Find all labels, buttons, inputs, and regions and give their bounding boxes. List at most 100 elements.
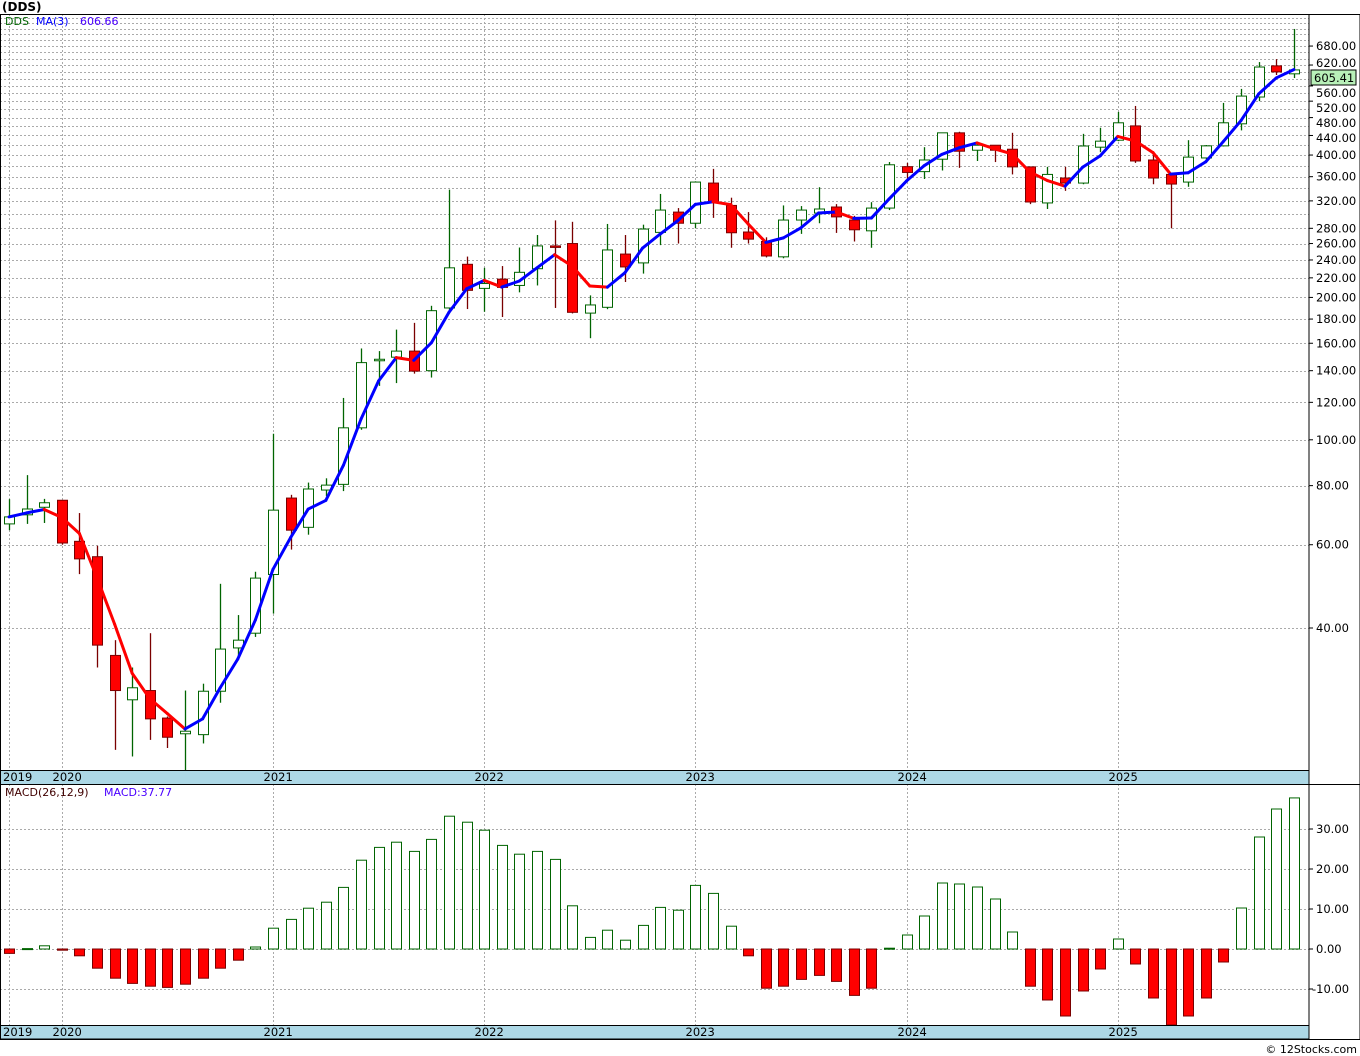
ma-segment — [77, 532, 99, 580]
ma-segment — [1133, 139, 1155, 155]
ma-segment — [817, 210, 838, 215]
year-label-2024: 2024 — [898, 1025, 927, 1039]
ma-segment — [1116, 134, 1137, 143]
price-tick-label: 80.00 — [1316, 479, 1349, 493]
ma-segment — [359, 379, 381, 421]
year-labels: 2019 2019 2020 2020 2021 2021 2022 2022 2023 2023… — [3, 770, 1138, 1039]
ma-segment — [482, 278, 504, 289]
macd-bar-negative — [814, 948, 825, 976]
ma-segment — [658, 219, 680, 236]
macd-bar-negative — [1095, 948, 1106, 970]
macd-legend-label: MACD(26,12,9) — [5, 786, 89, 799]
candle-down — [849, 219, 860, 231]
ma-segment — [1098, 134, 1120, 158]
candle-up — [655, 209, 666, 233]
macd-bar-negative — [1042, 948, 1053, 1001]
macd-bar-positive — [1007, 931, 1018, 950]
ma-segment — [165, 712, 187, 731]
ma-segment — [1257, 76, 1278, 96]
macd-bar-negative — [831, 948, 842, 982]
macd-bar-positive — [514, 853, 525, 950]
ma-segment — [394, 356, 416, 362]
ma-segment — [377, 356, 398, 383]
candle-up — [215, 648, 226, 692]
macd-tick-label: 10.00 — [1316, 902, 1349, 916]
ma-segment — [940, 146, 961, 156]
ma-segment — [113, 622, 134, 675]
year-label-2021: 2021 — [264, 1025, 293, 1039]
legend-ma-value: 606.66 — [80, 15, 119, 28]
macd-bar-positive — [638, 924, 649, 950]
macd-bar-negative — [215, 948, 226, 969]
macd-bar-negative — [761, 948, 772, 989]
year-label-2023: 2023 — [686, 1025, 715, 1039]
candle-up — [444, 267, 455, 309]
ma-segment — [834, 210, 856, 220]
macd-bar-positive — [321, 901, 332, 950]
macd-bar-negative — [1078, 948, 1089, 992]
candle-down — [567, 243, 578, 313]
candle-down — [708, 182, 719, 203]
candle-up — [972, 144, 983, 151]
candle-down — [902, 166, 913, 173]
macd-bar-positive — [602, 929, 613, 950]
date-strip-macd — [0, 1025, 1309, 1039]
ma-segment — [1274, 68, 1296, 80]
ma-segment — [253, 567, 275, 622]
macd-axis: 30.00 20.00 10.00 0.00 -10.00 — [1309, 822, 1349, 996]
candle-up — [1095, 140, 1106, 148]
year-label-2022: 2022 — [475, 1025, 504, 1039]
macd-bar-negative — [4, 948, 15, 954]
ma-segment — [676, 202, 697, 223]
ma-segment — [729, 203, 750, 226]
ma-segment — [957, 141, 979, 150]
macd-tick-label: 30.00 — [1316, 822, 1349, 836]
candle-up — [127, 687, 138, 701]
macd-bar-negative — [127, 948, 138, 984]
price-tick-label: 220.00 — [1316, 271, 1356, 285]
candle-down — [620, 253, 631, 268]
ma-segment — [781, 226, 803, 240]
macd-bar-negative — [796, 948, 807, 980]
macd-bar-positive — [1289, 797, 1300, 950]
year-label-2020: 2020 — [53, 1025, 82, 1039]
ma-segment — [289, 507, 310, 540]
price-tick-label: 560.00 — [1316, 86, 1356, 100]
price-tick-label: 480.00 — [1316, 116, 1356, 130]
year-label-2020: 2020 — [53, 770, 82, 784]
candle-up — [356, 362, 367, 429]
ma-segment — [535, 253, 557, 270]
macd-bar-positive — [726, 925, 737, 950]
ma-segment — [42, 507, 64, 520]
candle-up — [479, 283, 490, 289]
candle-down — [110, 654, 121, 692]
macd-bar-negative — [849, 948, 860, 996]
macd-bar-negative — [180, 948, 191, 985]
macd-bar-positive — [250, 946, 261, 950]
ma-segment — [869, 197, 891, 220]
price-tick-label: 680.00 — [1316, 39, 1356, 53]
candle-down — [743, 231, 754, 240]
ma-segment — [1169, 171, 1190, 176]
macd-bar-positive — [567, 905, 578, 950]
candle-up — [180, 730, 191, 735]
macd-bar-positive — [884, 947, 895, 950]
macd-bar-positive — [444, 815, 455, 950]
price-tick-label: 100.00 — [1316, 433, 1356, 447]
candle-down — [1271, 65, 1282, 73]
candle-up — [796, 209, 807, 221]
price-tick-label: 400.00 — [1316, 148, 1356, 162]
macd-bar-negative — [57, 948, 68, 951]
candle-down — [954, 132, 965, 152]
ma-segment — [975, 141, 997, 151]
ma-segment — [799, 211, 821, 230]
ma-segment — [341, 417, 363, 467]
macd-bar-negative — [110, 948, 121, 979]
candle-up — [39, 502, 50, 508]
ma-segment — [1028, 170, 1049, 183]
macd-bar-positive — [919, 915, 930, 950]
ma-segment — [905, 164, 926, 183]
ma-segment — [236, 618, 257, 661]
macd-bar-positive — [937, 882, 948, 950]
